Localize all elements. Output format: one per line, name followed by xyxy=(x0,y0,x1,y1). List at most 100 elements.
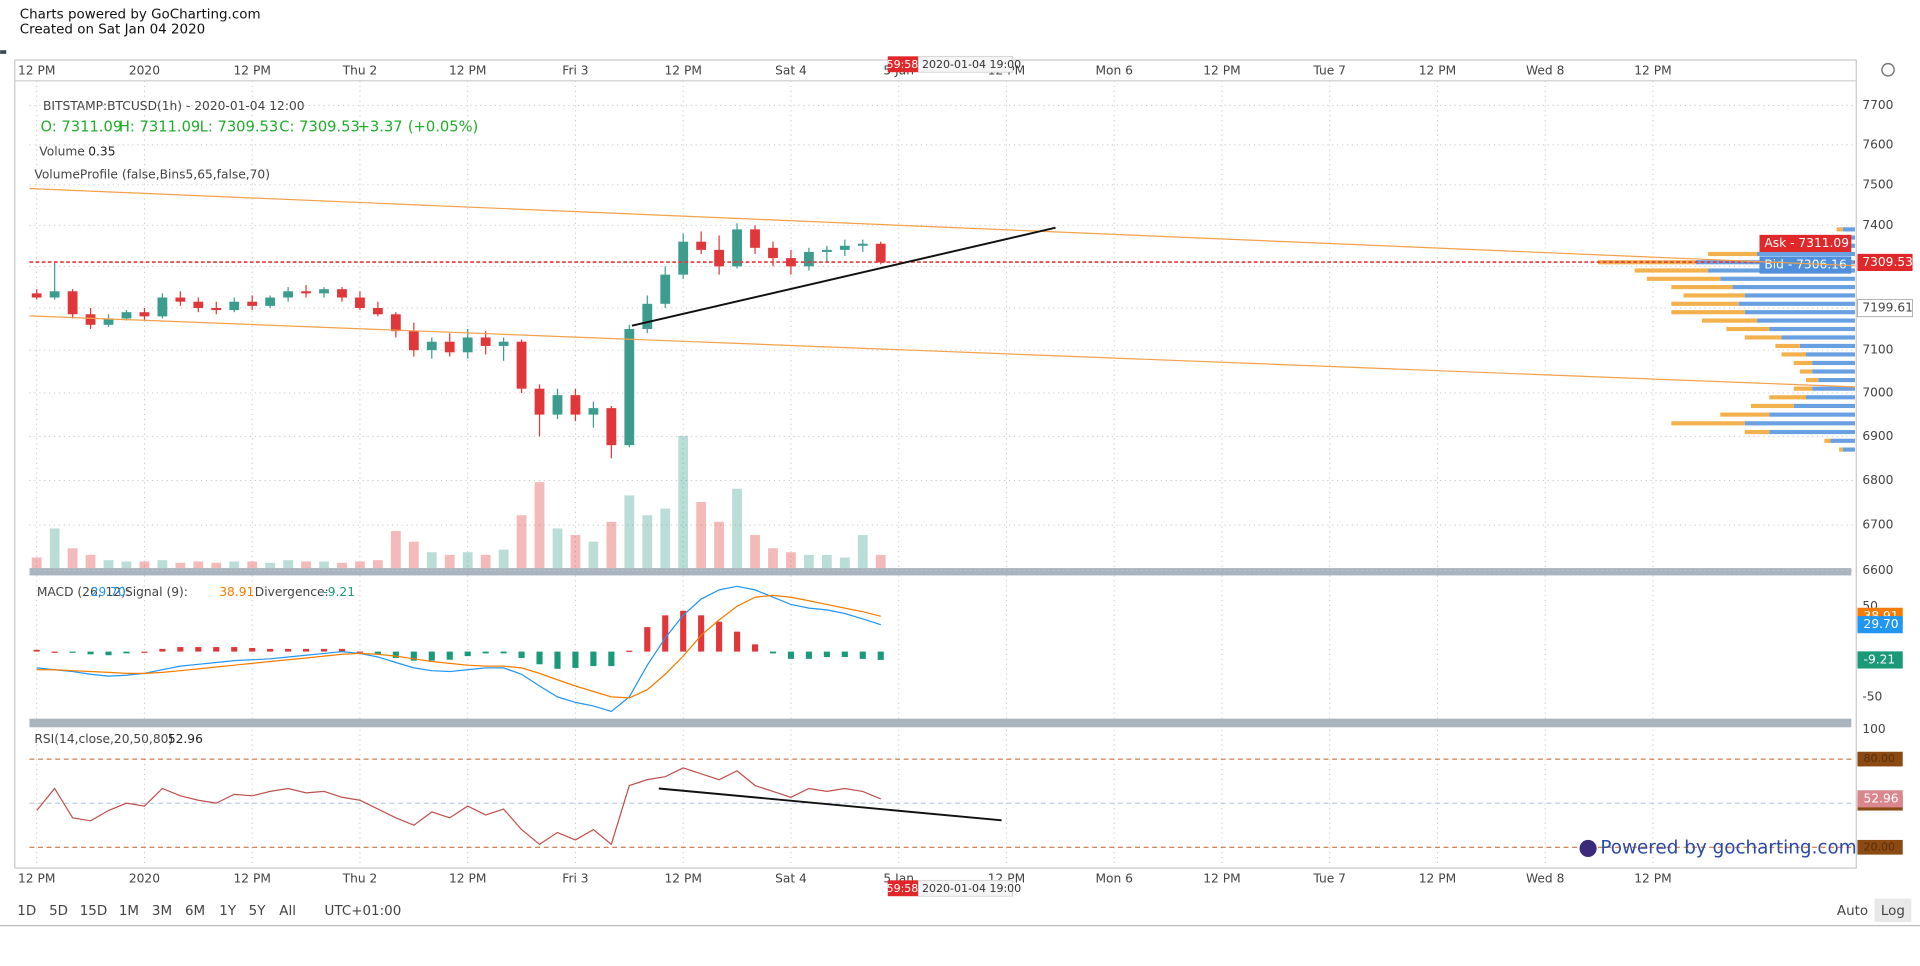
candle-body xyxy=(696,241,707,250)
profile-buy xyxy=(1769,429,1855,435)
candle-body xyxy=(139,312,150,317)
x-tick-label: 12 PM xyxy=(449,64,486,78)
volume-bar xyxy=(408,541,419,569)
volume-profile-title: VolumeProfile (false,Bins5,65,false,70) xyxy=(34,168,270,182)
x-tick-label: 12 PM xyxy=(665,64,702,78)
divergence-bar xyxy=(823,651,830,658)
profile-sell xyxy=(1720,412,1770,417)
range-button[interactable]: All xyxy=(279,904,296,919)
profile-buy xyxy=(1720,276,1855,281)
price-tag xyxy=(1759,256,1852,274)
timezone[interactable]: UTC+01:00 xyxy=(325,904,402,919)
candle-body xyxy=(606,408,617,446)
y-tick-label: 100 xyxy=(1862,722,1885,736)
profile-sell xyxy=(1683,293,1745,298)
divergence-bar xyxy=(195,647,202,652)
x-tick-label: 12 PM xyxy=(18,872,55,886)
rsi-line xyxy=(36,767,882,846)
volume-bar xyxy=(857,535,868,569)
candle-body xyxy=(337,289,347,298)
divergence-bar xyxy=(859,651,866,659)
profile-sell xyxy=(1769,395,1807,400)
divergence-bar xyxy=(159,648,166,652)
profile-sell xyxy=(1701,318,1758,323)
candle-body xyxy=(103,318,114,325)
log-button-bg[interactable] xyxy=(1874,898,1912,922)
auto-button[interactable]: Auto xyxy=(1837,904,1868,919)
volume-bar xyxy=(570,535,581,569)
volume-title: Volume xyxy=(39,144,85,158)
created-on: Created on Sat Jan 04 2020 xyxy=(20,22,206,37)
candle-body xyxy=(31,293,42,298)
profile-sell xyxy=(1824,438,1831,443)
volume-bar xyxy=(678,435,689,569)
signal-line xyxy=(36,594,881,699)
range-button[interactable]: 5Y xyxy=(249,904,267,919)
divergence-bar xyxy=(428,651,435,661)
corner-mark xyxy=(0,50,7,54)
rsi-level-label: 20.00 xyxy=(1864,840,1896,853)
macd-legend-value: -9.21 xyxy=(323,585,355,599)
price-tag-label: Ask - 7311.09 xyxy=(1764,236,1849,250)
range-button[interactable]: 6M xyxy=(185,904,205,919)
range-button[interactable]: 1Y xyxy=(219,904,237,919)
divergence-bar xyxy=(33,649,40,652)
settings-icon[interactable] xyxy=(1881,62,1895,77)
y-tick-label: 7400 xyxy=(1862,218,1893,232)
x-tick-label: Tue 7 xyxy=(1312,872,1346,886)
divergence-bar xyxy=(680,610,687,652)
range-button[interactable]: 5D xyxy=(49,904,68,919)
profile-buy xyxy=(1744,310,1855,315)
rsi-level-tag xyxy=(1857,751,1903,767)
profile-sell xyxy=(1793,360,1813,366)
log-button[interactable]: Log xyxy=(1881,904,1905,919)
volume-bar xyxy=(642,515,653,569)
time-box xyxy=(918,879,1014,897)
range-button[interactable]: 1D xyxy=(17,904,36,919)
profile-buy xyxy=(1806,352,1855,357)
volume-bar xyxy=(229,561,240,569)
volume-bar xyxy=(265,562,276,569)
divergence-bar xyxy=(572,651,579,668)
volume-bar xyxy=(175,562,186,569)
profile-buy xyxy=(1842,447,1855,452)
profile-buy xyxy=(1738,301,1855,306)
volume-bar xyxy=(875,554,886,569)
candle-body xyxy=(193,301,204,308)
divergence-bar xyxy=(51,651,58,653)
profile-buy xyxy=(1812,386,1855,391)
x-tick-label: Sat 4 xyxy=(775,872,807,886)
x-tick-label: 12 PM xyxy=(1419,872,1456,886)
range-button[interactable]: 15D xyxy=(80,904,107,919)
x-tick-label: 12 PM xyxy=(233,872,270,886)
candle-body xyxy=(714,249,725,267)
divergence-bar xyxy=(392,651,399,658)
profile-buy xyxy=(1732,285,1855,290)
countdown: 59:58 xyxy=(887,58,919,71)
volume-bar xyxy=(49,528,60,569)
candle-body xyxy=(390,314,401,332)
candle-body xyxy=(355,297,365,308)
volume-bar xyxy=(839,557,850,569)
volume-bar xyxy=(534,482,545,569)
profile-sell xyxy=(1634,268,1709,273)
x-tick-label: 2020 xyxy=(129,64,160,78)
profile-sell xyxy=(1750,403,1794,409)
powered-by: Charts powered by GoCharting.com xyxy=(20,8,261,23)
volume-bar xyxy=(732,488,742,569)
volume-bar xyxy=(660,508,671,569)
divergence-bar xyxy=(626,650,633,652)
rsi-level-label: 80.00 xyxy=(1864,752,1896,765)
candle-body xyxy=(534,388,545,415)
range-button[interactable]: 1M xyxy=(119,904,139,919)
x-tick-label: Fri 3 xyxy=(562,872,588,886)
y-tick-label: 6700 xyxy=(1862,518,1893,532)
divergence-bar xyxy=(805,651,812,659)
price-tag xyxy=(1759,234,1852,252)
divergence-bar xyxy=(249,647,256,652)
range-button[interactable]: 3M xyxy=(152,904,172,919)
divergence-bar xyxy=(751,644,759,652)
pane-separator xyxy=(29,718,1852,728)
candle-body xyxy=(821,249,832,252)
